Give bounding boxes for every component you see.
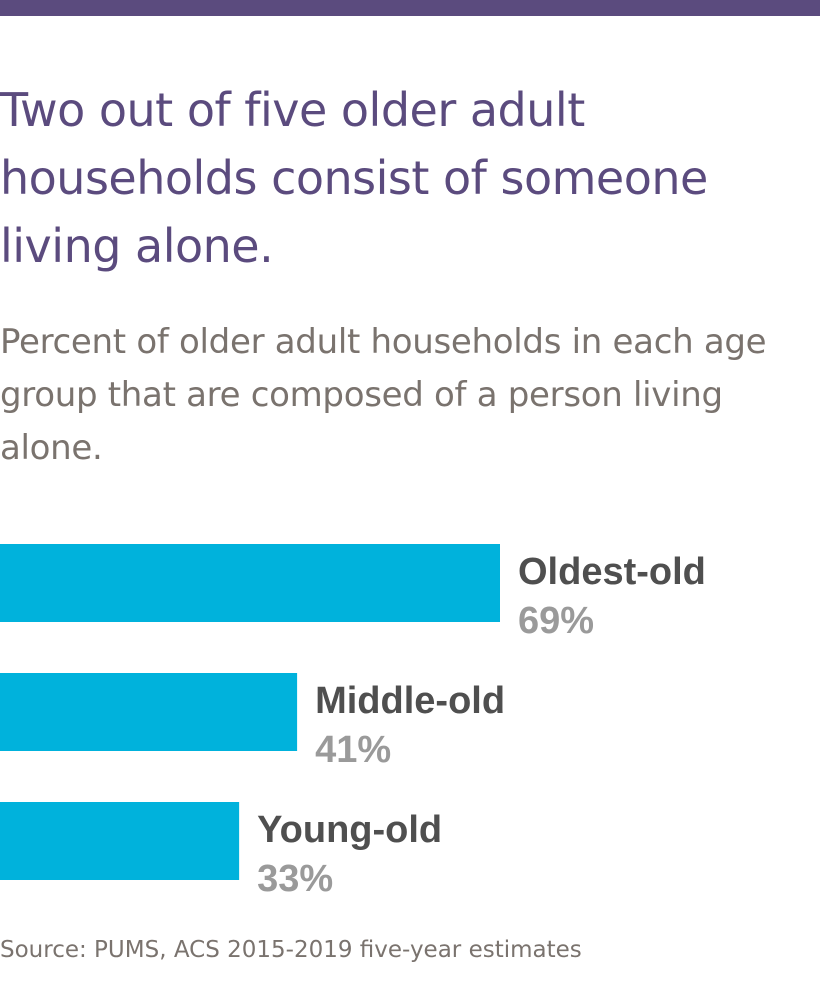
category-label-middle-old: Middle-old	[315, 680, 505, 722]
bar-chart-svg: Oldest-old 69% Middle-old 41% Young-old 33%	[0, 544, 706, 900]
value-label-oldest-old: 69%	[518, 600, 594, 642]
bar-young-old	[0, 802, 240, 880]
category-label-oldest-old: Oldest-old	[518, 551, 706, 593]
chart-title: Two out of five older adult households c…	[0, 83, 708, 273]
category-label-young-old: Young-old	[257, 809, 442, 851]
chart-subtitle: Percent of older adult households in eac…	[0, 322, 767, 468]
value-label-middle-old: 41%	[315, 729, 391, 771]
bar-chart: Oldest-old 69% Middle-old 41% Young-old 33%	[0, 520, 827, 910]
bar-oldest-old	[0, 544, 500, 622]
value-label-young-old: 33%	[257, 858, 333, 900]
top-accent-rule	[0, 0, 820, 16]
source-note: Source: PUMS, ACS 2015-2019 five-year es…	[0, 937, 582, 963]
bar-middle-old	[0, 673, 298, 751]
